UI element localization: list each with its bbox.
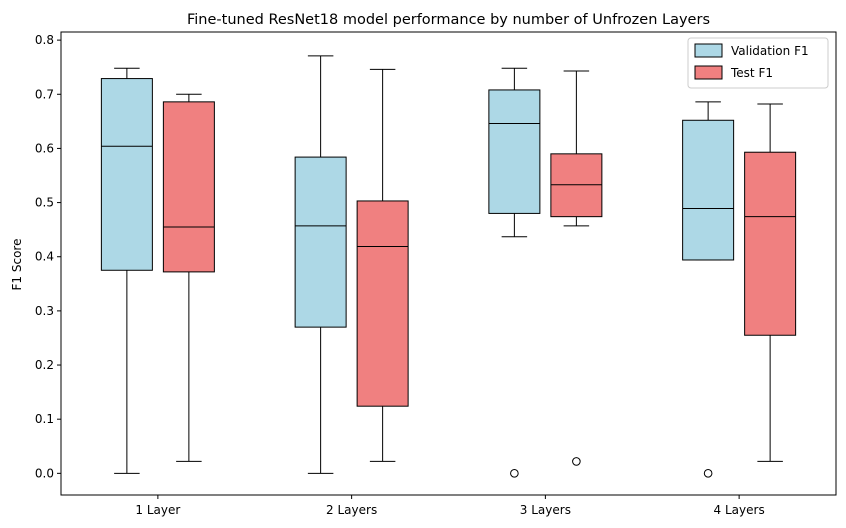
box [162,101,215,273]
y-axis-label: F1 Score [10,239,24,291]
x-tick-label: 3 Layers [520,503,571,517]
legend-label: Validation F1 [731,44,809,58]
outlier-point [572,457,581,466]
y-tick-label: 0.6 [35,141,54,155]
plot-area: 0.0 0.1 0.2 0.3 0.4 0.5 0.6 0.7 0.8 1 Layer 2 Laye… [35,33,797,517]
box [488,89,541,214]
box [550,153,603,218]
x-tick-label: 4 Layers [714,503,765,517]
y-tick-label: 0.7 [35,87,54,101]
legend-label: Test F1 [730,66,773,80]
y-tick-label: 0.4 [35,250,54,264]
y-tick-label: 0.1 [35,412,54,426]
plot-frame [60,31,837,496]
chart-title: Fine-tuned ResNet18 model performance by… [187,12,710,28]
y-tick-label: 0.5 [35,196,54,210]
x-tick-label: 1 Layer [135,503,180,517]
outlier-point [510,469,519,478]
box [682,119,735,261]
legend-frame [687,37,829,89]
legend-swatch [694,43,723,58]
y-tick-label: 0.3 [35,304,54,318]
y-tick-label: 0.2 [35,358,54,372]
box [294,156,347,328]
box [356,200,409,407]
legend-swatch [694,65,723,80]
outlier-point [703,469,713,478]
legend: Validation F1 Test F1 [687,37,829,89]
x-tick-label: 2 Layers [326,503,377,517]
box [744,151,797,336]
box [100,78,153,271]
y-tick-label: 0.8 [35,33,54,47]
y-tick-label: 0.0 [35,466,54,480]
